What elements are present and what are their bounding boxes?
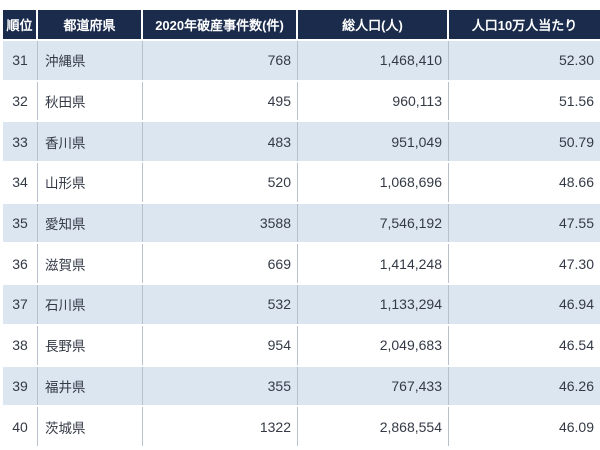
cell-cases: 483	[143, 122, 298, 162]
header-rank: 順位	[3, 10, 38, 39]
cell-per-100k: 47.30	[449, 244, 600, 284]
cell-population: 7,546,192	[298, 203, 449, 243]
cell-population: 2,049,683	[298, 325, 449, 365]
cell-cases: 520	[143, 163, 298, 202]
cell-prefecture: 沖縄県	[38, 41, 143, 80]
cell-prefecture: 福井県	[38, 366, 143, 406]
cell-prefecture: 石川県	[38, 285, 143, 324]
cell-rank: 38	[3, 325, 38, 365]
header-total-population: 総人口(人)	[298, 10, 449, 39]
cell-rank: 31	[3, 41, 38, 80]
cell-rank: 32	[3, 81, 38, 121]
cell-cases: 3588	[143, 203, 298, 243]
table-row: 36 滋賀県 669 1,414,248 47.30	[3, 244, 600, 286]
cell-cases: 532	[143, 285, 298, 324]
header-per-100k: 人口10万人当たり	[449, 10, 600, 39]
table-row: 38 長野県 954 2,049,683 46.54	[3, 325, 600, 367]
cell-per-100k: 51.56	[449, 81, 600, 121]
table-row: 37 石川県 532 1,133,294 46.94	[3, 285, 600, 326]
cell-per-100k: 50.79	[449, 122, 600, 162]
cell-prefecture: 秋田県	[38, 81, 143, 121]
cell-per-100k: 46.26	[449, 366, 600, 406]
cell-per-100k: 46.09	[449, 407, 600, 446]
table-body: 31 沖縄県 768 1,468,410 52.30 32 秋田県 495 96…	[3, 41, 600, 448]
cell-per-100k: 47.55	[449, 203, 600, 243]
cell-prefecture: 茨城県	[38, 407, 143, 446]
cell-rank: 33	[3, 122, 38, 162]
table-row: 33 香川県 483 951,049 50.79	[3, 122, 600, 164]
table-row: 34 山形県 520 1,068,696 48.66	[3, 163, 600, 204]
bankruptcy-ranking-table: 順位 都道府県 2020年破産事件数(件) 総人口(人) 人口10万人当たり 3…	[3, 10, 600, 450]
cell-cases: 954	[143, 325, 298, 365]
cell-per-100k: 52.30	[449, 41, 600, 80]
cell-rank: 36	[3, 244, 38, 284]
cell-cases: 768	[143, 41, 298, 80]
cell-cases: 1322	[143, 407, 298, 446]
table-row: 31 沖縄県 768 1,468,410 52.30	[3, 41, 600, 82]
table-row: 39 福井県 355 767,433 46.26	[3, 366, 600, 408]
cell-population: 951,049	[298, 122, 449, 162]
cell-prefecture: 長野県	[38, 325, 143, 365]
cell-rank: 34	[3, 163, 38, 202]
cell-rank: 39	[3, 366, 38, 406]
cell-population: 1,468,410	[298, 41, 449, 80]
cell-rank: 40	[3, 407, 38, 446]
table-header-row: 順位 都道府県 2020年破産事件数(件) 総人口(人) 人口10万人当たり	[3, 10, 600, 41]
cell-population: 1,068,696	[298, 163, 449, 202]
cell-cases: 669	[143, 244, 298, 284]
cell-cases: 355	[143, 366, 298, 406]
cell-population: 960,113	[298, 81, 449, 121]
cell-population: 1,414,248	[298, 244, 449, 284]
header-prefecture: 都道府県	[38, 10, 143, 39]
cell-prefecture: 山形県	[38, 163, 143, 202]
cell-prefecture: 香川県	[38, 122, 143, 162]
cell-population: 767,433	[298, 366, 449, 406]
cell-population: 2,868,554	[298, 407, 449, 446]
cell-rank: 35	[3, 203, 38, 243]
cell-population: 1,133,294	[298, 285, 449, 324]
table-row: 35 愛知県 3588 7,546,192 47.55	[3, 203, 600, 245]
header-cases-2020: 2020年破産事件数(件)	[143, 10, 298, 39]
cell-per-100k: 46.94	[449, 285, 600, 324]
cell-prefecture: 滋賀県	[38, 244, 143, 284]
cell-per-100k: 48.66	[449, 163, 600, 202]
cell-rank: 37	[3, 285, 38, 324]
table-row: 40 茨城県 1322 2,868,554 46.09	[3, 407, 600, 448]
cell-cases: 495	[143, 81, 298, 121]
cell-per-100k: 46.54	[449, 325, 600, 365]
cell-prefecture: 愛知県	[38, 203, 143, 243]
table-row: 32 秋田県 495 960,113 51.56	[3, 81, 600, 123]
